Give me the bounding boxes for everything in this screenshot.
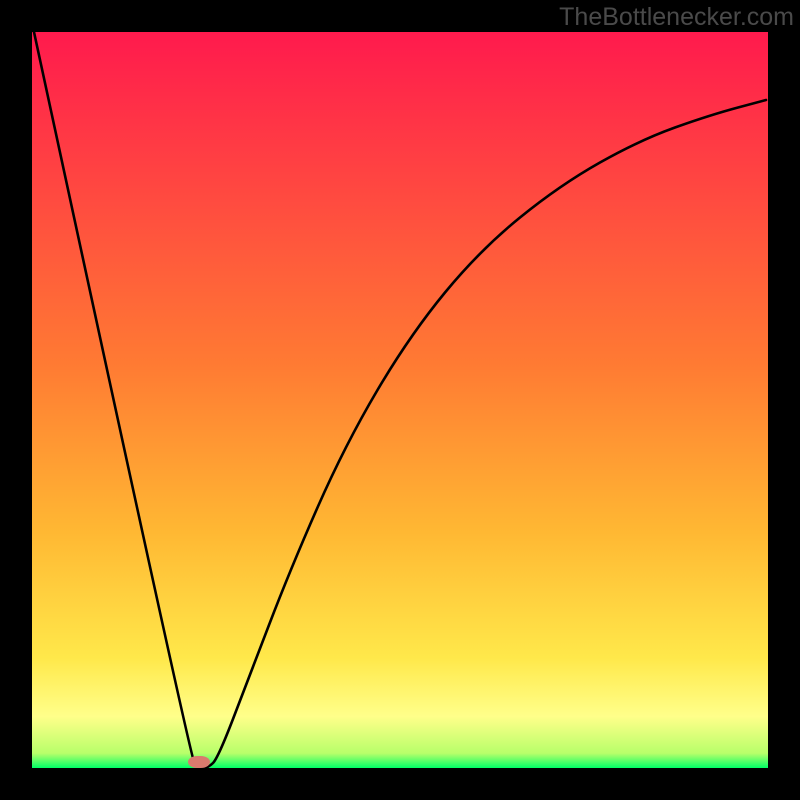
watermark-text: TheBottlenecker.com bbox=[559, 3, 794, 32]
minimum-marker bbox=[188, 756, 210, 768]
bottleneck-curve bbox=[0, 0, 800, 800]
curve-path bbox=[34, 32, 766, 768]
chart-root: TheBottlenecker.com bbox=[0, 0, 800, 800]
